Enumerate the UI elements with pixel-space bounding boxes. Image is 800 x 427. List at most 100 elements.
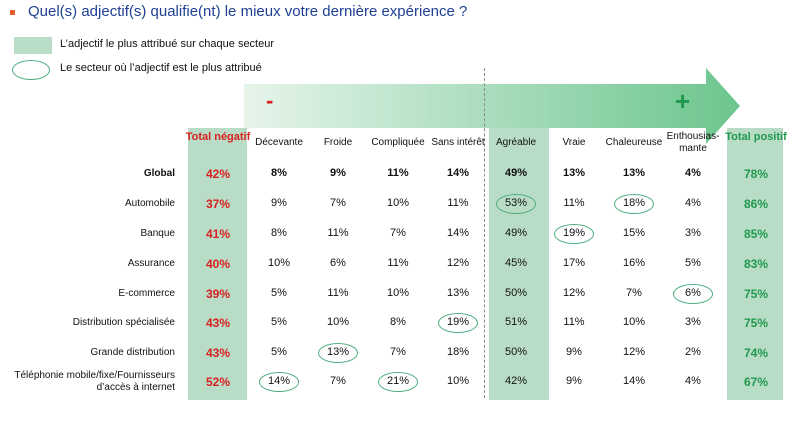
title-bullet [10, 10, 15, 15]
arrow-minus-sign: - [266, 88, 274, 113]
negative-to-positive-arrow [244, 68, 740, 144]
cell-r5-c9: 75% [743, 316, 769, 330]
circle-marker-r1-c5 [496, 194, 536, 214]
cell-r5-c1: 5% [271, 316, 287, 328]
cell-r6-c8: 2% [685, 346, 701, 358]
cell-r5-c5: 51% [504, 316, 528, 328]
cell-r0-c6: 13% [562, 167, 586, 179]
cell-r2-c2: 11% [327, 227, 349, 239]
cell-r5-c2: 10% [326, 316, 350, 328]
highlight-column-0 [188, 128, 247, 400]
legend-highlight-label: L’adjectif le plus attribué sur chaque s… [60, 38, 275, 50]
cell-r4-c0: 39% [205, 287, 231, 301]
cell-r1-c9: 86% [743, 197, 769, 211]
cell-r3-c6: 17% [562, 257, 586, 269]
row-label-7: Téléphonie mobile/fixe/Fournisseurs d’ac… [14, 370, 175, 393]
cell-r2-c8: 3% [685, 227, 701, 239]
row-label-0: Global [143, 168, 175, 179]
cell-r5-c6: 11% [563, 316, 585, 328]
cell-r2-c7: 15% [622, 227, 646, 239]
cell-r0-c8: 4% [685, 167, 701, 179]
highlight-column-5 [489, 128, 549, 400]
cell-r4-c7: 7% [626, 287, 642, 299]
cell-r7-c7: 14% [622, 375, 646, 387]
cell-r4-c6: 12% [562, 287, 586, 299]
cell-r7-c0: 52% [205, 375, 231, 389]
cell-r0-c9: 78% [743, 167, 769, 181]
cell-r3-c2: 6% [330, 257, 346, 269]
cell-r0-c4: 14% [446, 167, 470, 179]
legend-circle-swatch [12, 60, 50, 80]
legend-highlight-swatch [14, 37, 52, 54]
cell-r2-c3: 7% [390, 227, 406, 239]
cell-r3-c9: 83% [743, 257, 769, 271]
cell-r1-c1: 9% [271, 197, 287, 209]
row-label-1: Automobile [124, 198, 175, 209]
cell-r5-c7: 10% [622, 316, 646, 328]
column-header-8: Enthousias-mante [666, 131, 720, 154]
column-header-4: Sans intérêt [431, 137, 485, 148]
cell-r2-c1: 8% [271, 227, 287, 239]
cell-r6-c1: 5% [271, 346, 287, 358]
column-header-0: Total négatif [185, 131, 251, 143]
cell-r3-c4: 12% [446, 257, 470, 269]
cell-r7-c5: 42% [504, 375, 528, 387]
cell-r1-c8: 4% [685, 197, 701, 209]
column-header-1: Décevante [255, 137, 303, 148]
cell-r0-c5: 49% [504, 167, 528, 179]
cell-r7-c9: 67% [743, 375, 769, 389]
cell-r0-c7: 13% [622, 167, 646, 179]
negative-positive-divider [484, 68, 485, 398]
cell-r7-c4: 10% [446, 375, 470, 387]
row-label-3: Assurance [127, 258, 175, 269]
circle-marker-r1-c7 [614, 194, 654, 214]
column-header-5: Agréable [495, 137, 537, 148]
cell-r3-c5: 45% [504, 257, 528, 269]
cell-r4-c2: 11% [327, 287, 349, 299]
row-label-6: Grande distribution [90, 347, 176, 358]
circle-marker-r5-c4 [438, 313, 478, 333]
cell-r4-c9: 75% [743, 287, 769, 301]
legend-circle-label: Le secteur où l’adjectif est le plus att… [60, 62, 262, 74]
row-label-2: Banque [140, 228, 175, 239]
cell-r2-c4: 14% [446, 227, 470, 239]
column-header-7: Chaleureuse [605, 137, 663, 148]
circle-marker-r7-c1 [259, 372, 299, 392]
cell-r3-c3: 11% [387, 257, 409, 269]
circle-marker-r4-c8 [673, 284, 713, 304]
circle-marker-r7-c3 [378, 372, 418, 392]
cell-r1-c2: 7% [330, 197, 346, 209]
cell-r6-c4: 18% [446, 346, 470, 358]
cell-r3-c7: 16% [622, 257, 646, 269]
cell-r0-c3: 11% [387, 167, 409, 179]
circle-marker-r6-c2 [318, 343, 358, 363]
cell-r0-c0: 42% [205, 167, 231, 181]
highlight-column-9 [727, 128, 783, 400]
cell-r2-c0: 41% [205, 227, 231, 241]
cell-r0-c2: 9% [330, 167, 346, 179]
column-header-3: Compliquée [371, 137, 425, 148]
cell-r1-c0: 37% [205, 197, 231, 211]
cell-r5-c8: 3% [685, 316, 701, 328]
row-label-4: E-commerce [118, 288, 175, 299]
cell-r5-c3: 8% [390, 316, 406, 328]
cell-r6-c5: 50% [504, 346, 528, 358]
cell-r6-c9: 74% [743, 346, 769, 360]
cell-r2-c5: 49% [504, 227, 528, 239]
cell-r6-c0: 43% [205, 346, 231, 360]
cell-r2-c9: 85% [743, 227, 769, 241]
cell-r1-c6: 11% [563, 197, 585, 209]
cell-r0-c1: 8% [271, 167, 287, 179]
cell-r5-c0: 43% [205, 316, 231, 330]
cell-r4-c3: 10% [386, 287, 410, 299]
cell-r7-c6: 9% [566, 375, 582, 387]
cell-r3-c8: 5% [685, 257, 701, 269]
arrow-plus-sign: + [675, 86, 691, 116]
cell-r3-c1: 10% [267, 257, 291, 269]
cell-r1-c3: 10% [386, 197, 410, 209]
cell-r6-c6: 9% [566, 346, 582, 358]
column-header-9: Total positif [725, 131, 787, 143]
cell-r6-c3: 7% [390, 346, 406, 358]
cell-r4-c4: 13% [446, 287, 470, 299]
page-title: Quel(s) adjectif(s) qualifie(nt) le mieu… [28, 3, 468, 20]
